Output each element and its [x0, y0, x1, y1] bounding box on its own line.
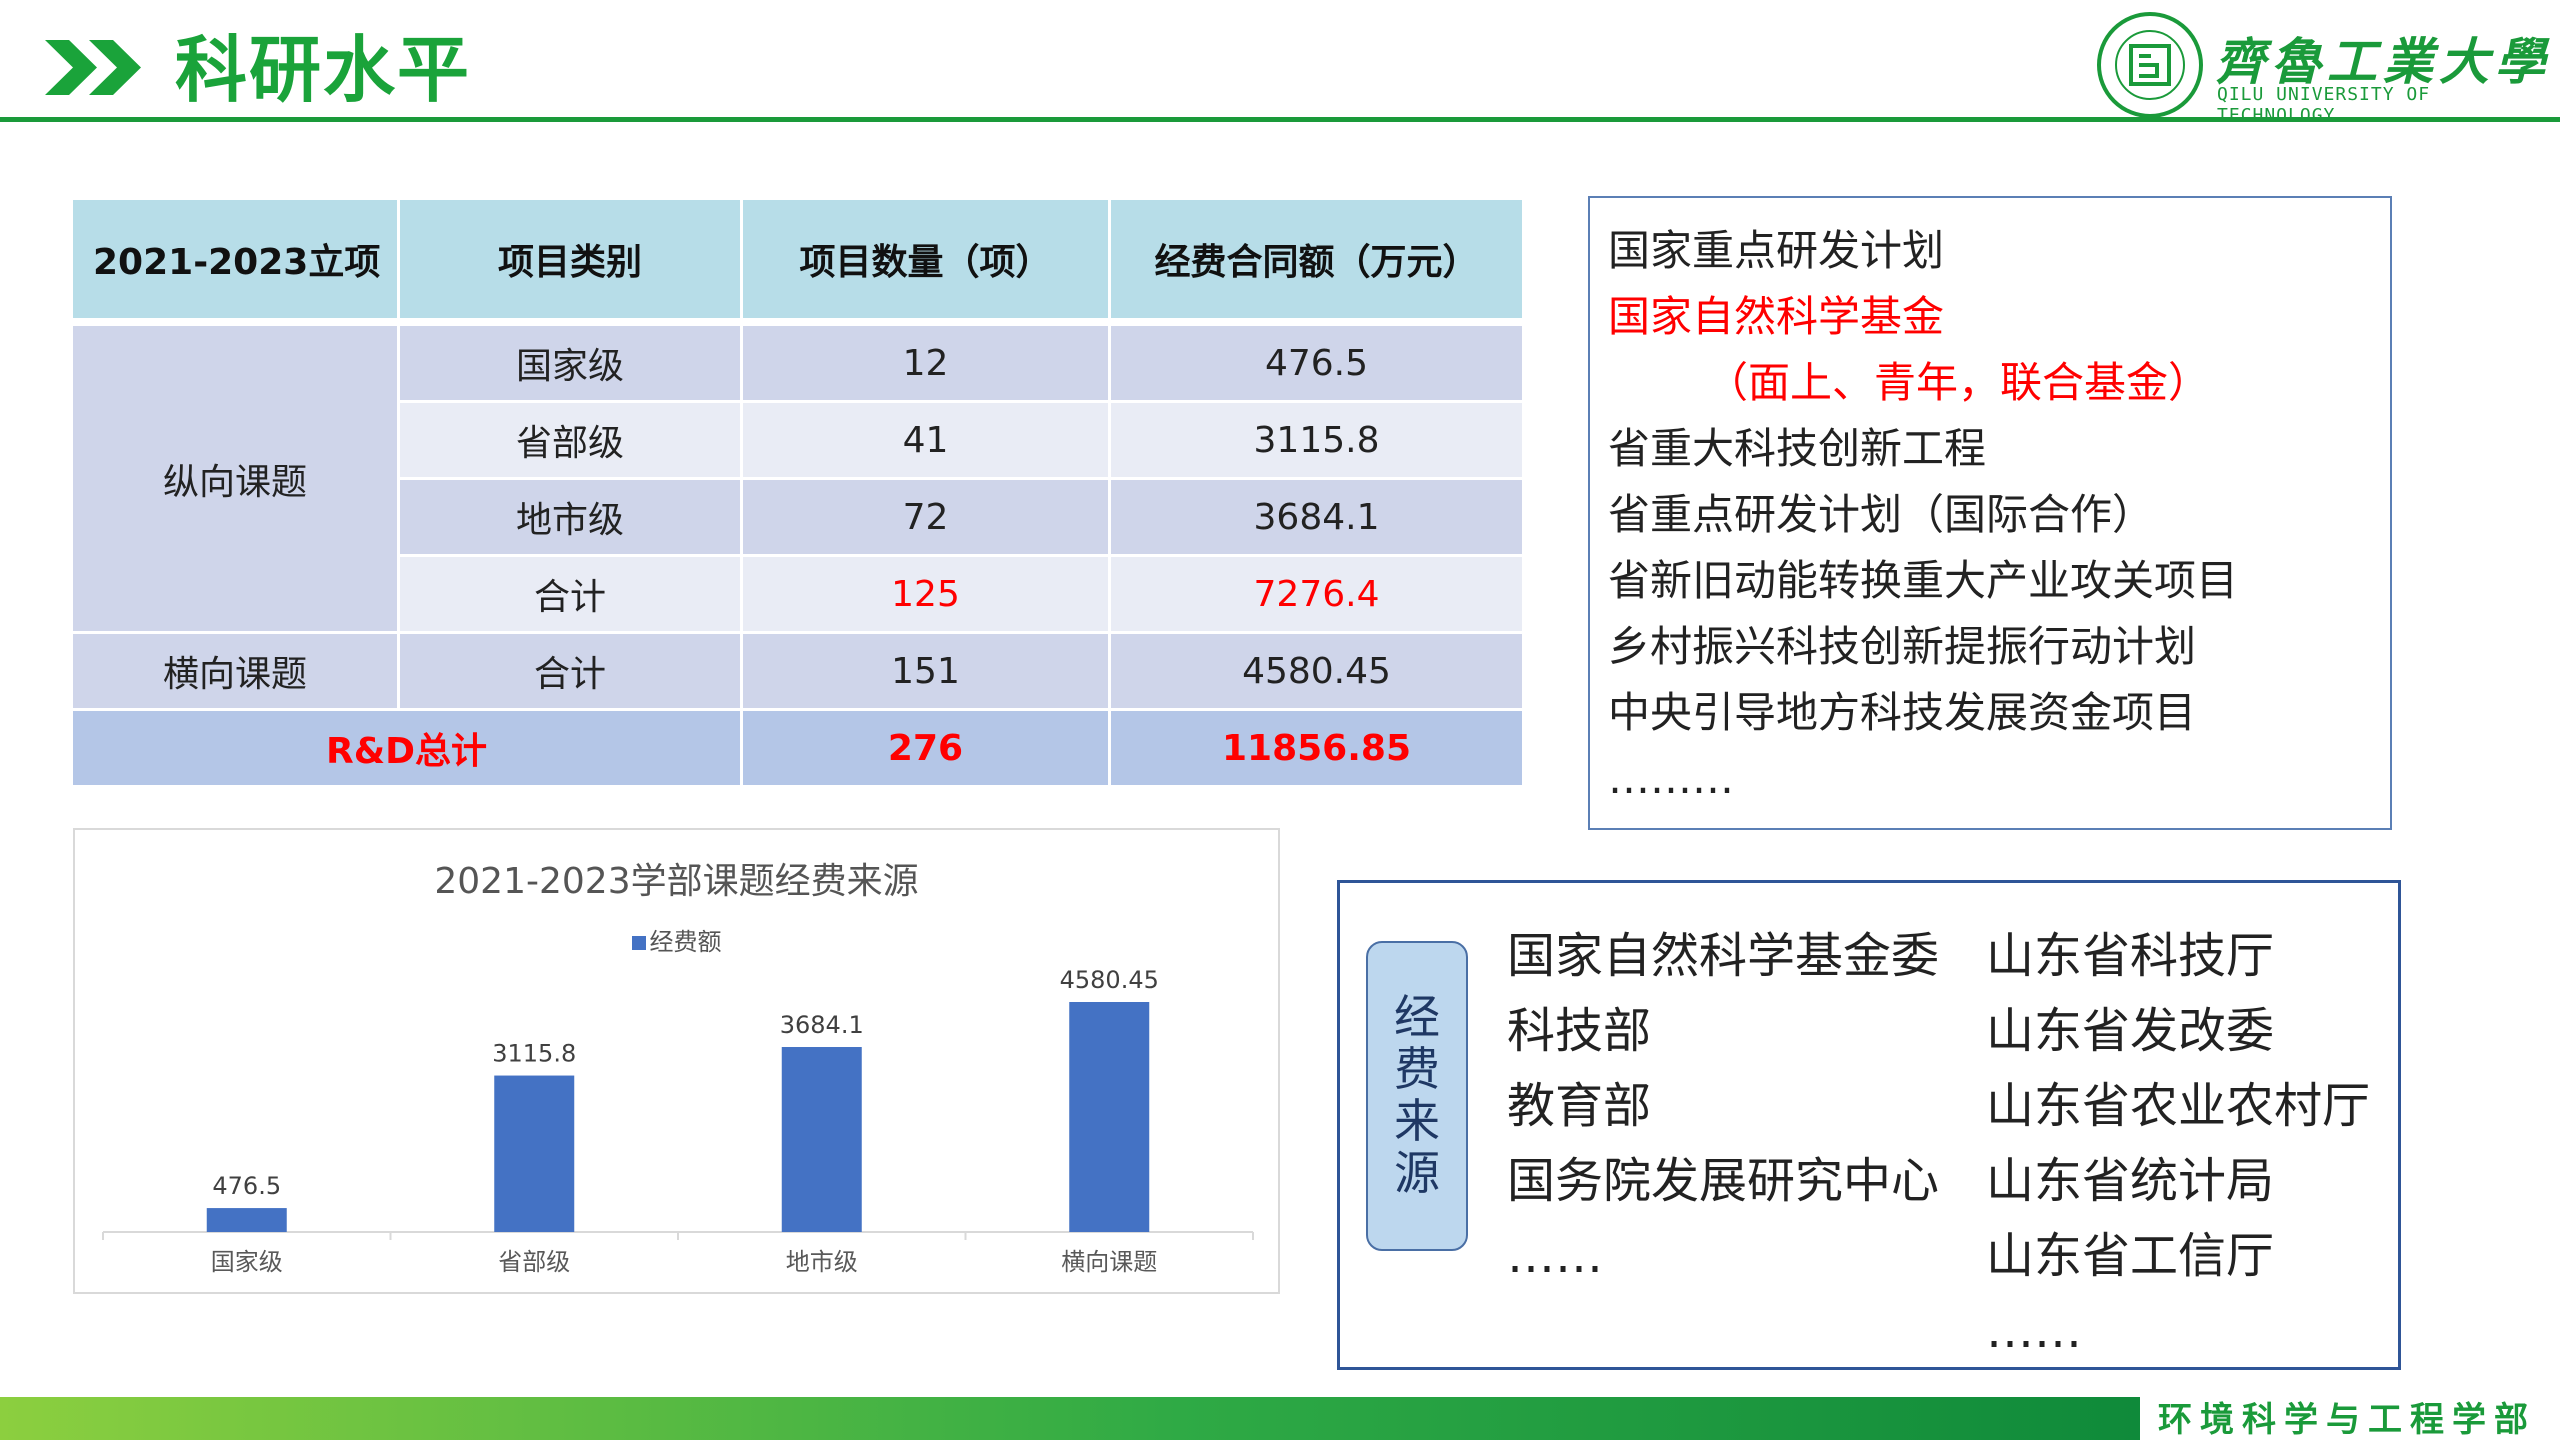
program-item: 省新旧动能转换重大产业攻关项目 [1608, 556, 2239, 605]
table-cell: 72 [743, 480, 1111, 557]
total-label: R&D总计 [73, 711, 743, 788]
footer-bar [0, 1397, 2140, 1440]
table-cell: 41 [743, 403, 1111, 480]
page-title: 科研水平 [175, 28, 472, 112]
chart-bar [494, 1075, 575, 1232]
bar-data-label: 476.5 [212, 1172, 281, 1200]
chart-bar [781, 1047, 862, 1232]
bar-data-label: 4580.45 [1060, 966, 1159, 994]
table-cell: 4580.45 [1111, 634, 1525, 711]
chart-plot: 476.5 国家级 3115.8 省部级 3684.1 地市级 4580.45 横向课题 [102, 966, 1254, 1276]
label-char: 来 [1394, 1094, 1440, 1148]
source-item: 山东省农业农村厅 [1986, 1078, 2371, 1134]
bar-data-label: 3684.1 [780, 1011, 864, 1039]
table-cell: 3115.8 [1111, 403, 1525, 480]
table-header-row: 2021-2023立项 项目类别 项目数量（项） 经费合同额（万元） [73, 200, 1525, 321]
legend-label: 经费额 [649, 928, 722, 956]
program-list-box: 国家重点研发计划 国家自然科学基金 （面上、青年，联合基金） 省重大科技创新工程… [1588, 196, 2392, 830]
funding-sources-label: 经 费 来 源 [1366, 941, 1468, 1251]
bar-data-label: 3115.8 [492, 1040, 576, 1068]
table-total-row: R&D总计 276 11856.85 [73, 711, 1525, 788]
program-item: 国家自然科学基金 [1608, 292, 1945, 341]
label-char: 源 [1394, 1146, 1440, 1200]
total-count: 276 [743, 711, 1111, 788]
group-label-vertical: 纵向课题 [73, 321, 400, 634]
source-item: 国务院发展研究中心 [1507, 1153, 1940, 1209]
table-cell: 151 [743, 634, 1111, 711]
table-row: 纵向课题 国家级 12 476.5 [73, 321, 1525, 634]
program-item: ……… [1608, 754, 1734, 803]
header: 科研水平 齊魯工業大學 QILU UNIVERSITY OF TECHNOLOG… [0, 0, 2560, 126]
table-cell: 3684.1 [1111, 480, 1525, 557]
x-tick-label: 国家级 [211, 1248, 283, 1276]
table-header-cell: 项目类别 [400, 200, 743, 321]
funding-bar-chart: 476.5 国家级 3115.8 省部级 3684.1 地市级 4580.45 横向课题 20… [73, 828, 1280, 1294]
table-header-cell: 经费合同额（万元） [1111, 200, 1525, 321]
x-tick-label: 横向课题 [1061, 1248, 1157, 1276]
program-item: 中央引导地方科技发展资金项目 [1608, 688, 2197, 737]
source-item: 山东省发改委 [1986, 1003, 2275, 1059]
table-cell-subtotal: 7276.4 [1111, 557, 1525, 634]
table-cell-subtotal: 125 [743, 557, 1111, 634]
label-char: 经 [1394, 990, 1440, 1044]
source-item: 山东省工信厅 [1986, 1228, 2275, 1284]
footer-department: 环境科学与工程学部 [2158, 1400, 2536, 1440]
x-tick-label: 省部级 [498, 1248, 570, 1276]
source-item: …… [1986, 1303, 2082, 1359]
program-item: （面上、青年，联合基金） [1706, 358, 2211, 407]
sources-left-column: 国家自然科学基金委 科技部 教育部 国务院发展研究中心 …… [1507, 919, 1939, 1294]
source-item: …… [1507, 1228, 1603, 1284]
table-header-cell: 项目数量（项） [743, 200, 1111, 321]
source-item: 科技部 [1507, 1003, 1652, 1059]
legend-swatch [631, 936, 646, 950]
program-item: 国家重点研发计划 [1608, 226, 1945, 275]
source-item: 山东省统计局 [1986, 1153, 2275, 1209]
table-cell: 省部级 [400, 403, 743, 480]
sources-right-column: 山东省科技厅 山东省发改委 山东省农业农村厅 山东省统计局 山东省工信厅 …… [1986, 919, 2370, 1369]
program-item: 乡村振兴科技创新提振行动计划 [1608, 622, 2197, 671]
funding-table: 2021-2023立项 项目类别 项目数量（项） 经费合同额（万元） 纵向课题 … [73, 200, 1525, 788]
table-row: 地市级 72 3684.1 [73, 480, 1525, 557]
program-item: 省重点研发计划（国际合作） [1608, 490, 2155, 539]
table-cell: 476.5 [1111, 321, 1525, 403]
chart-bar [206, 1208, 287, 1232]
label-char: 费 [1394, 1042, 1440, 1096]
x-tick-label: 地市级 [786, 1248, 858, 1276]
table-cell: 合计 [400, 557, 743, 634]
group-label-horizontal: 横向课题 [73, 634, 400, 711]
table-cell: 合计 [400, 634, 743, 711]
table-row: 省部级 41 3115.8 [73, 403, 1525, 480]
source-item: 国家自然科学基金委 [1507, 928, 1940, 984]
table-cell: 地市级 [400, 480, 743, 557]
university-seal-icon [2097, 12, 2203, 118]
table-cell: 国家级 [400, 321, 743, 403]
source-item: 教育部 [1507, 1078, 1652, 1134]
source-item: 山东省科技厅 [1986, 928, 2275, 984]
table-row: 横向课题 合计 151 4580.45 [73, 634, 1525, 711]
chart-legend: 经费额 [75, 922, 1278, 957]
header-divider [0, 117, 2560, 122]
total-amount: 11856.85 [1111, 711, 1525, 788]
funding-sources-box: 经 费 来 源 国家自然科学基金委 科技部 教育部 国务院发展研究中心 …… 山… [1337, 880, 2401, 1370]
program-item: 省重大科技创新工程 [1608, 424, 1987, 473]
chart-title: 2021-2023学部课题经费来源 [434, 861, 919, 902]
chart-bar [1069, 1002, 1150, 1232]
table-header-cell: 2021-2023立项 [73, 200, 400, 321]
university-logo-name: 齊魯工業大學 [2215, 32, 2551, 91]
table-cell: 12 [743, 321, 1111, 403]
double-chevron-icon [45, 40, 141, 95]
table-row: 合计 125 7276.4 [73, 557, 1525, 634]
